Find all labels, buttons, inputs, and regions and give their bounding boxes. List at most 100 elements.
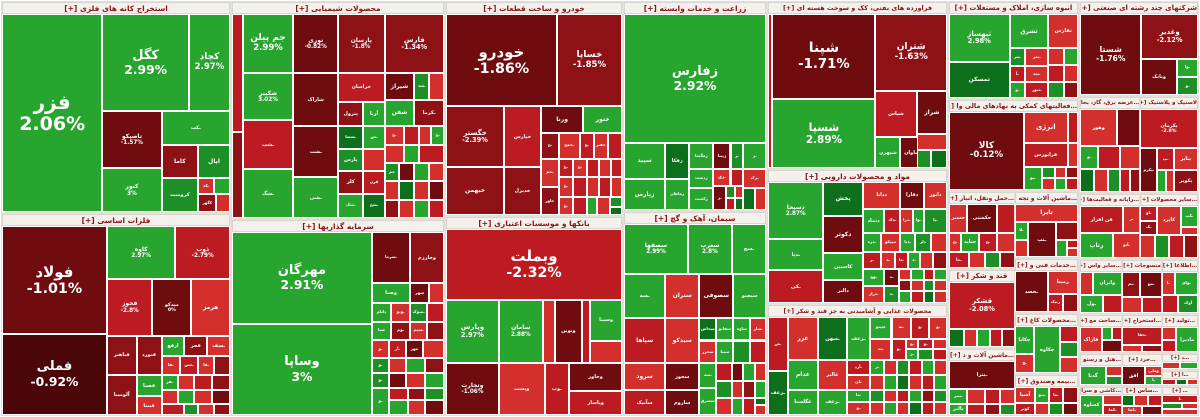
stock-tile[interactable]: سصوفی (699, 273, 734, 318)
tile-filler[interactable] (967, 403, 985, 415)
stock-tile[interactable]: دالبر (823, 280, 863, 303)
stock-tile[interactable]: ـکما (1103, 405, 1122, 415)
tile-filler[interactable] (996, 204, 1015, 233)
tile-filler[interactable] (572, 196, 587, 215)
stock-tile[interactable]: ـغا (846, 389, 871, 403)
tile-filler[interactable] (726, 198, 735, 210)
sector-header-real-estate[interactable]: انبوه سازی، املاک و مستغلات [+] (949, 2, 1078, 14)
stock-tile[interactable]: ـح (949, 232, 961, 252)
tile-filler[interactable] (967, 389, 985, 404)
tile-filler[interactable] (609, 196, 622, 207)
stock-tile[interactable]: ـشپ (242, 120, 294, 170)
tile-filler[interactable] (1180, 226, 1198, 235)
stock-tile[interactable]: ـوتو (391, 303, 411, 322)
stock-tile[interactable]: فارس -1.34% (384, 14, 444, 74)
stock-tile[interactable]: وایران (1092, 272, 1122, 295)
tile-filler[interactable] (896, 402, 910, 415)
stock-tile[interactable]: فصبا (136, 375, 162, 397)
tile-filler[interactable] (184, 403, 199, 415)
tile-filler[interactable] (1063, 48, 1078, 66)
tile-filler[interactable] (984, 403, 1000, 415)
sector-header-banks[interactable]: بانکها و موسسات اعتباری [+] (446, 217, 622, 229)
tile-filler[interactable] (923, 280, 935, 291)
stock-tile[interactable]: سپید (624, 143, 666, 179)
stock-tile[interactable]: ـخم (541, 158, 559, 187)
tile-filler[interactable] (870, 389, 885, 403)
tile-filler[interactable] (214, 403, 230, 415)
stock-tile[interactable]: ـفا (161, 356, 180, 376)
stock-tile[interactable]: ـدا (895, 252, 908, 270)
tile-filler[interactable] (161, 390, 178, 404)
stock-tile[interactable]: نوری -0.82% (293, 14, 338, 74)
stock-tile[interactable]: ـآر (388, 339, 406, 359)
tile-filler[interactable] (1134, 395, 1148, 406)
sector-header-transport[interactable]: …حمل ونقل، انبار [+] (949, 192, 1015, 204)
stock-tile[interactable]: ورنا (541, 106, 584, 133)
stock-tile[interactable]: نان (846, 374, 871, 390)
tile-filler[interactable] (388, 400, 408, 415)
stock-tile[interactable]: رنیک (1047, 293, 1063, 312)
tile-filler[interactable] (403, 126, 419, 145)
stock-tile[interactable]: کگهر (198, 194, 217, 212)
stock-tile[interactable]: کلر (338, 171, 364, 194)
tile-filler[interactable] (1063, 82, 1078, 98)
sector-header-paper[interactable]: …محصولات کاغ [+] (1015, 314, 1078, 326)
tile-filler[interactable] (1106, 375, 1122, 385)
stock-tile[interactable]: ـپ (1157, 148, 1174, 171)
stock-tile[interactable]: شبهرن (875, 137, 901, 168)
tile-filler[interactable] (896, 360, 910, 375)
stock-tile[interactable]: ـخ (558, 158, 573, 177)
tile-filler[interactable] (754, 380, 766, 398)
stock-tile[interactable]: ـقا (198, 356, 215, 376)
tile-filler[interactable] (743, 188, 755, 210)
tile-filler[interactable] (734, 186, 744, 199)
stock-tile[interactable]: زماهان (665, 178, 690, 210)
stock-tile[interactable]: پتایر (1173, 148, 1198, 171)
tile-filler[interactable] (214, 178, 230, 195)
tile-filler[interactable] (984, 389, 1000, 404)
stock-tile[interactable]: ارفع (161, 335, 185, 357)
tile-filler[interactable] (934, 389, 947, 403)
stock-tile[interactable]: وتجارت -1.06% (446, 362, 499, 415)
sector-header-utilities[interactable]: …عرضه برق، گاز، بخا [+] (1080, 97, 1140, 109)
tile-filler[interactable] (1067, 143, 1078, 167)
stock-tile[interactable]: پارسان -1.8% (338, 14, 385, 74)
stock-tile[interactable]: ـدراز (862, 286, 885, 303)
stock-tile[interactable]: ـسج (731, 224, 766, 274)
stock-tile[interactable]: سشرق (699, 388, 717, 415)
tile-filler[interactable] (384, 144, 404, 163)
stock-tile[interactable]: ـسیم (410, 321, 428, 340)
stock-tile[interactable]: دابور (923, 182, 947, 209)
tile-filler[interactable] (198, 403, 215, 415)
stock-tile[interactable]: ـغ (846, 402, 871, 415)
tile-filler[interactable] (731, 397, 744, 415)
stock-tile[interactable]: آسیا (1015, 387, 1036, 404)
stock-tile[interactable]: خدیزل (504, 166, 542, 215)
stock-tile[interactable]: قرن (363, 171, 385, 194)
stock-tile[interactable]: دفارا (900, 182, 924, 209)
stock-tile[interactable]: رمپنا (1047, 271, 1078, 294)
stock-tile[interactable]: وخاور (569, 362, 622, 391)
tile-filler[interactable] (1130, 168, 1140, 192)
stock-tile[interactable]: ـو (371, 358, 389, 373)
sector-header-hotels[interactable]: …هتل و رستو [+] (1080, 354, 1122, 366)
stock-tile[interactable]: شیراز (384, 73, 415, 100)
tile-filler[interactable] (934, 280, 947, 291)
stock-tile[interactable]: رتاپ (1080, 233, 1113, 258)
stock-tile[interactable]: هرمز (191, 278, 230, 336)
stock-tile[interactable]: خگستر -2.39% (446, 106, 505, 167)
stock-tile[interactable]: زفارس 2.92% (624, 14, 766, 144)
tile-filler[interactable] (921, 360, 935, 375)
stock-tile[interactable]: ـخ (541, 132, 559, 159)
tile-filler[interactable] (911, 290, 924, 303)
stock-tile[interactable]: غالبر (818, 360, 847, 390)
stock-tile[interactable]: وغدیر -2.12% (1141, 14, 1198, 59)
stock-tile[interactable]: کگل 2.99% (102, 14, 189, 112)
stock-tile[interactable]: ستران (665, 273, 700, 318)
tile-filler[interactable] (424, 387, 444, 401)
tile-filler[interactable] (731, 380, 744, 398)
tile-filler[interactable] (429, 162, 444, 182)
stock-tile[interactable]: دلر (914, 232, 931, 253)
tile-filler[interactable] (1060, 341, 1078, 358)
stock-tile[interactable]: پترول (338, 101, 364, 127)
